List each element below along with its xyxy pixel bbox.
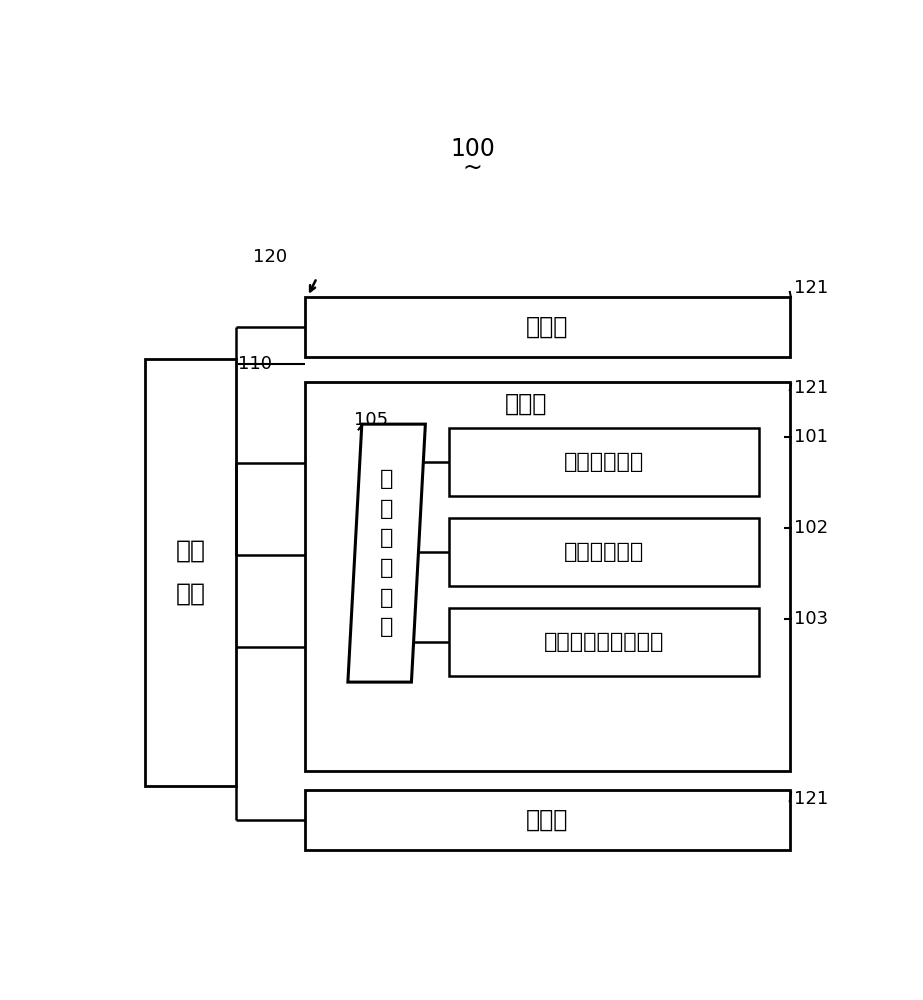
Text: 多
路
复
用
单
元: 多 路 复 用 单 元 — [380, 469, 393, 637]
Bar — [306, 790, 789, 850]
Text: 121: 121 — [794, 790, 828, 808]
Text: 105: 105 — [354, 411, 389, 429]
Text: 通讯口: 通讯口 — [505, 391, 547, 415]
Text: 信号业务端口: 信号业务端口 — [564, 452, 643, 472]
Text: 通讯口: 通讯口 — [526, 808, 569, 832]
Text: 120: 120 — [253, 248, 287, 266]
Text: 短信及电话业务端口: 短信及电话业务端口 — [544, 632, 664, 652]
Text: 100: 100 — [450, 137, 495, 161]
Text: 103: 103 — [794, 610, 828, 628]
Text: ~: ~ — [462, 156, 483, 180]
Text: 数据业务端口: 数据业务端口 — [564, 542, 643, 562]
Text: 101: 101 — [794, 428, 828, 446]
Text: 121: 121 — [794, 279, 828, 297]
Bar — [145, 359, 236, 786]
Polygon shape — [348, 424, 426, 682]
Text: 102: 102 — [794, 519, 828, 537]
Text: 通讯口: 通讯口 — [526, 315, 569, 339]
Text: 110: 110 — [238, 355, 272, 373]
Text: 处理
单元: 处理 单元 — [175, 539, 206, 606]
Bar — [449, 428, 759, 496]
Text: 121: 121 — [794, 379, 828, 397]
Bar — [306, 382, 789, 771]
Bar — [449, 608, 759, 676]
Bar — [306, 297, 789, 357]
Bar — [449, 518, 759, 586]
